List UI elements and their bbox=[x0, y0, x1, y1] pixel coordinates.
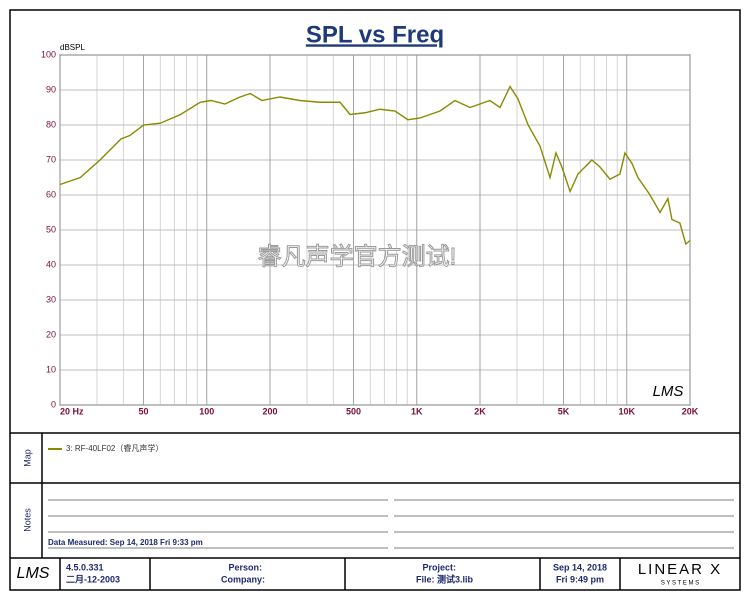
project: Project: bbox=[422, 562, 456, 572]
notes-measured: Data Measured: Sep 14, 2018 Fri 9:33 pm bbox=[48, 538, 203, 547]
chart-title: SPL vs Freq bbox=[306, 21, 444, 48]
company: Company: bbox=[221, 574, 265, 584]
map-label: Map bbox=[22, 449, 32, 467]
footer-dividers bbox=[59, 558, 621, 590]
y-tick-label: 60 bbox=[46, 189, 56, 199]
y-tick-label: 70 bbox=[46, 154, 56, 164]
logo: LMS bbox=[653, 383, 684, 400]
y-tick-label: 90 bbox=[46, 84, 56, 94]
x-tick-label: 50 bbox=[139, 406, 149, 416]
footer-logo: LMS bbox=[17, 565, 50, 582]
brand-sub: S Y S T E M S bbox=[661, 581, 699, 587]
person: Person: bbox=[228, 562, 262, 572]
x-tick-label: 20 Hz bbox=[60, 406, 84, 416]
watermark: 睿凡声学官方测试! bbox=[258, 243, 457, 270]
y-tick-label: 40 bbox=[46, 259, 56, 269]
x-tick-label: 200 bbox=[262, 406, 277, 416]
plot bbox=[59, 85, 691, 246]
date: Sep 14, 2018 bbox=[553, 562, 607, 572]
y-tick-label: 20 bbox=[46, 329, 56, 339]
x-tick-label: 10K bbox=[619, 406, 636, 416]
y-tick-label: 0 bbox=[51, 399, 56, 409]
y-tick-label: 50 bbox=[46, 224, 56, 234]
y-axis-label: dBSPL bbox=[60, 43, 85, 52]
x-tick-label: 2K bbox=[474, 406, 486, 416]
grid: 0 10 20 30 40 50 60 70 80 90 100 20 Hz 50 100 200 500 1K… bbox=[41, 49, 699, 416]
legend-entry: 3: RF-40LF02（睿凡声学） bbox=[66, 443, 163, 453]
version-date: 二月-12-2003 bbox=[66, 574, 120, 584]
x-tick-label: 5K bbox=[558, 406, 570, 416]
notes-lines bbox=[48, 499, 734, 549]
notes-label: Notes bbox=[22, 508, 32, 532]
outer-frame bbox=[9, 9, 741, 591]
x-tick-label: 20K bbox=[682, 406, 699, 416]
version: 4.5.0.331 bbox=[66, 562, 104, 572]
brand: LINEAR X bbox=[638, 561, 722, 578]
y-tick-label: 100 bbox=[41, 49, 56, 59]
y-tick-label: 30 bbox=[46, 294, 56, 304]
x-tick-label: 500 bbox=[346, 406, 361, 416]
series-line bbox=[59, 85, 691, 246]
y-tick-label: 80 bbox=[46, 119, 56, 129]
x-tick-label: 1K bbox=[411, 406, 423, 416]
y-tick-label: 10 bbox=[46, 364, 56, 374]
x-tick-label: 100 bbox=[199, 406, 214, 416]
time: Fri 9:49 pm bbox=[556, 574, 604, 584]
file: File: 测试3.lib bbox=[416, 573, 474, 584]
